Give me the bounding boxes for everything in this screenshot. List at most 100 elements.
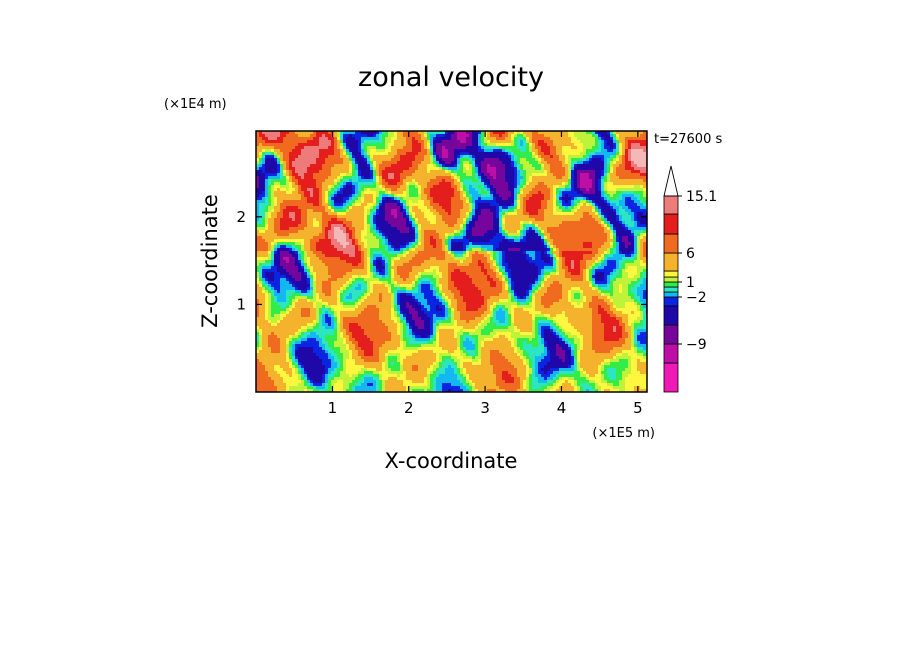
field-cell bbox=[604, 239, 607, 242]
field-cell bbox=[355, 182, 358, 185]
field-cell bbox=[409, 137, 412, 140]
field-cell bbox=[334, 146, 337, 149]
field-cell bbox=[409, 182, 412, 185]
field-cell bbox=[562, 197, 565, 200]
field-cell bbox=[457, 167, 460, 170]
field-cell bbox=[289, 224, 292, 227]
field-cell bbox=[394, 131, 397, 134]
field-cell bbox=[349, 152, 352, 155]
field-cell bbox=[589, 170, 592, 173]
field-cell bbox=[571, 242, 574, 245]
field-cell bbox=[574, 227, 577, 230]
field-cell bbox=[481, 203, 484, 206]
field-cell bbox=[274, 179, 277, 182]
field-cell bbox=[259, 197, 262, 200]
field-cell bbox=[271, 179, 274, 182]
field-cell bbox=[316, 140, 319, 143]
field-cell bbox=[268, 173, 271, 176]
field-cell bbox=[439, 194, 442, 197]
field-cell bbox=[271, 167, 274, 170]
field-cell bbox=[280, 227, 283, 230]
field-cell bbox=[283, 221, 286, 224]
field-cell bbox=[433, 185, 436, 188]
field-cell bbox=[640, 233, 643, 236]
field-cell bbox=[259, 191, 262, 194]
field-cell bbox=[382, 146, 385, 149]
field-cell bbox=[334, 242, 337, 245]
field-cell bbox=[280, 188, 283, 191]
field-cell bbox=[394, 206, 397, 209]
field-cell bbox=[406, 242, 409, 245]
field-cell bbox=[304, 215, 307, 218]
field-cell bbox=[409, 134, 412, 137]
field-cell bbox=[412, 146, 415, 149]
field-cell bbox=[436, 221, 439, 224]
field-cell bbox=[277, 176, 280, 179]
field-cell bbox=[502, 131, 505, 134]
field-cell bbox=[508, 230, 511, 233]
field-cell bbox=[328, 188, 331, 191]
field-cell bbox=[346, 143, 349, 146]
field-cell bbox=[307, 218, 310, 221]
field-cell bbox=[436, 134, 439, 137]
field-cell bbox=[274, 161, 277, 164]
field-cell bbox=[298, 173, 301, 176]
field-cell bbox=[511, 209, 514, 212]
field-cell bbox=[583, 242, 586, 245]
field-cell bbox=[637, 155, 640, 158]
field-cell bbox=[592, 140, 595, 143]
field-cell bbox=[325, 182, 328, 185]
field-cell bbox=[364, 155, 367, 158]
field-cell bbox=[439, 170, 442, 173]
field-cell bbox=[286, 176, 289, 179]
field-cell bbox=[367, 224, 370, 227]
field-cell bbox=[340, 131, 343, 134]
field-cell bbox=[385, 221, 388, 224]
field-cell bbox=[469, 200, 472, 203]
field-cell bbox=[556, 131, 559, 134]
field-cell bbox=[616, 140, 619, 143]
field-cell bbox=[340, 230, 343, 233]
field-cell bbox=[421, 137, 424, 140]
field-cell bbox=[418, 212, 421, 215]
field-cell bbox=[565, 236, 568, 239]
field-cell bbox=[643, 176, 646, 179]
field-cell bbox=[643, 224, 646, 227]
field-cell bbox=[409, 224, 412, 227]
field-cell bbox=[256, 221, 259, 224]
field-cell bbox=[379, 227, 382, 230]
field-cell bbox=[535, 242, 538, 245]
field-cell bbox=[493, 212, 496, 215]
field-cell bbox=[586, 134, 589, 137]
field-cell bbox=[439, 197, 442, 200]
field-cell bbox=[598, 239, 601, 242]
field-cell bbox=[541, 218, 544, 221]
field-cell bbox=[322, 158, 325, 161]
field-cell bbox=[625, 164, 628, 167]
field-cell bbox=[376, 200, 379, 203]
field-cell bbox=[628, 155, 631, 158]
field-cell bbox=[634, 149, 637, 152]
field-cell bbox=[607, 164, 610, 167]
field-cell bbox=[478, 134, 481, 137]
field-cell bbox=[499, 146, 502, 149]
field-cell bbox=[544, 173, 547, 176]
field-cell bbox=[490, 173, 493, 176]
field-cell bbox=[640, 155, 643, 158]
field-cell bbox=[268, 233, 271, 236]
field-cell bbox=[538, 173, 541, 176]
field-cell bbox=[358, 170, 361, 173]
field-cell bbox=[445, 149, 448, 152]
field-cell bbox=[553, 209, 556, 212]
field-cell bbox=[439, 167, 442, 170]
field-cell bbox=[541, 155, 544, 158]
field-cell bbox=[283, 173, 286, 176]
field-cell bbox=[628, 185, 631, 188]
field-cell bbox=[439, 209, 442, 212]
field-cell bbox=[484, 221, 487, 224]
field-cell bbox=[277, 194, 280, 197]
field-cell bbox=[265, 143, 268, 146]
field-cell bbox=[478, 215, 481, 218]
field-cell bbox=[532, 224, 535, 227]
field-cell bbox=[358, 242, 361, 245]
